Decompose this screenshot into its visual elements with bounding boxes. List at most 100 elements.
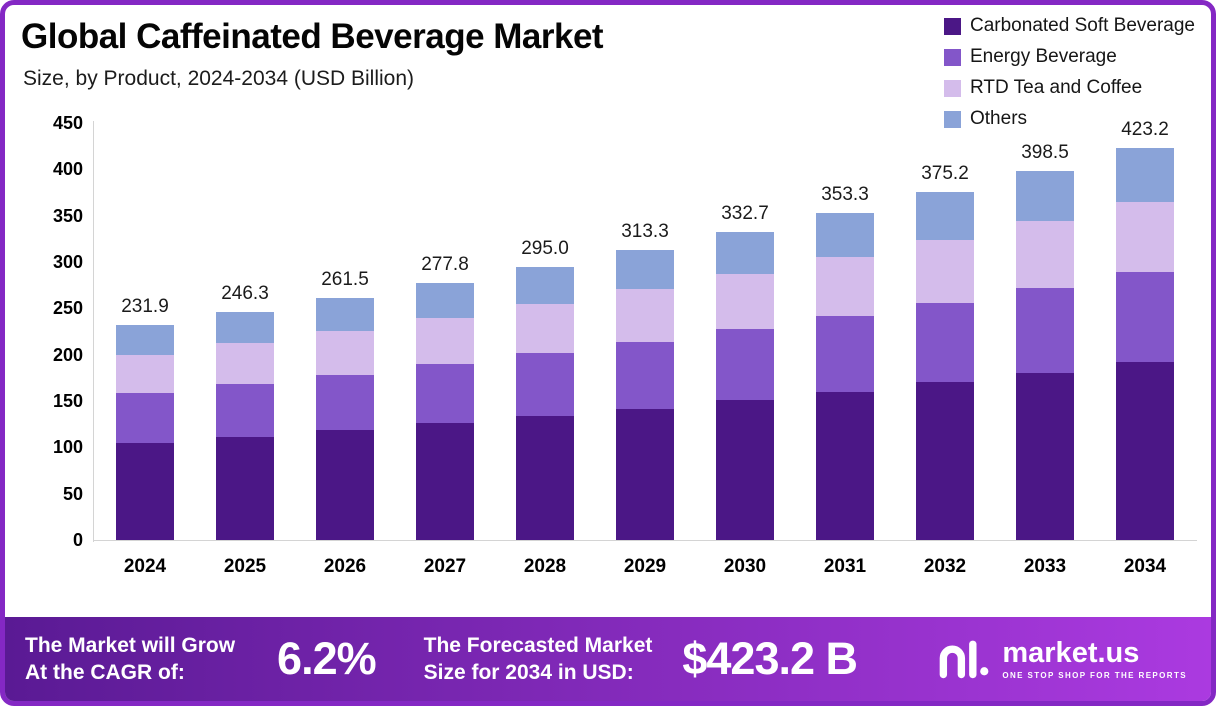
logo-text-block: market.us ONE STOP SHOP FOR THE REPORTS [1002, 636, 1187, 680]
y-tick-label: 100 [52, 437, 83, 458]
bar-segment-carbonated-soft-beverage [316, 430, 374, 540]
bar-total-label: 423.2 [1121, 118, 1169, 140]
bar-segment-others [516, 266, 574, 305]
bar-segment-rtd-tea-and-coffee [216, 343, 274, 385]
forecast-value: $423.2 B [682, 633, 858, 684]
y-tick-label: 50 [62, 483, 83, 504]
bar-segment-others [116, 325, 174, 355]
bar-total-label: 277.8 [421, 253, 469, 275]
bar-segment-energy-beverage [716, 329, 774, 401]
bar-stack [516, 266, 574, 540]
bar-stack [716, 231, 774, 540]
x-tick-label: 2028 [523, 556, 567, 577]
y-tick-label: 400 [52, 159, 83, 180]
bar-segment-others [916, 192, 974, 240]
y-axis-line [93, 121, 94, 542]
bar-stack [216, 311, 274, 540]
marketus-logo: market.us ONE STOP SHOP FOR THE REPORTS [936, 637, 1191, 681]
chart-subtitle: Size, by Product, 2024-2034 (USD Billion… [23, 67, 415, 90]
logo-tagline: ONE STOP SHOP FOR THE REPORTS [1002, 670, 1187, 680]
bar-segment-energy-beverage [1116, 272, 1174, 363]
bar-segment-carbonated-soft-beverage [1116, 362, 1174, 540]
forecast-label-line: Size for 2034 in USD: [423, 661, 634, 684]
legend-label: Carbonated Soft Beverage [970, 15, 1195, 36]
bar-total-label: 313.3 [621, 220, 669, 242]
bar-segment-rtd-tea-and-coffee [716, 273, 774, 330]
bar-total-label: 398.5 [1021, 141, 1069, 163]
x-tick-label: 2025 [223, 556, 267, 577]
x-tick-label: 2032 [923, 556, 967, 577]
cagr-label: The Market will Grow At the CAGR of: [25, 632, 235, 687]
bar-stack [916, 192, 974, 540]
bar-total-label: 375.2 [921, 163, 969, 185]
x-axis-line [93, 540, 1197, 541]
x-tick-label: 2024 [123, 556, 167, 577]
bar-segment-carbonated-soft-beverage [616, 408, 674, 540]
forecast-label: The Forecasted Market Size for 2034 in U… [424, 632, 653, 687]
legend-item: Others [944, 108, 1195, 130]
legend-item: Energy Beverage [944, 46, 1195, 68]
bar-segment-others [716, 231, 774, 274]
bar-segment-rtd-tea-and-coffee [416, 317, 474, 365]
bar-segment-carbonated-soft-beverage [116, 442, 174, 540]
bar-segment-carbonated-soft-beverage [816, 391, 874, 540]
bar-stack [816, 212, 874, 540]
bar-group-2030: 332.7 2030 [695, 123, 795, 577]
bar-total-label: 332.7 [721, 202, 769, 224]
chart-section: Global Caffeinated Beverage Market Size,… [5, 5, 1211, 617]
bar-stack [1016, 170, 1074, 540]
bar-stack [316, 297, 374, 540]
legend-item: RTD Tea and Coffee [944, 77, 1195, 99]
legend-swatch [944, 48, 961, 66]
bar-segment-energy-beverage [816, 316, 874, 392]
legend: Carbonated Soft Beverage Energy Beverage R… [944, 15, 1195, 130]
bar-group-2033: 398.5 2033 [995, 123, 1095, 577]
bar-segment-others [1116, 147, 1174, 202]
x-tick-label: 2034 [1123, 556, 1167, 577]
bar-segment-energy-beverage [516, 353, 574, 417]
y-tick-label: 350 [52, 205, 83, 226]
bar-segment-rtd-tea-and-coffee [816, 257, 874, 317]
bar-segment-energy-beverage [316, 374, 374, 431]
bar-segment-carbonated-soft-beverage [516, 416, 574, 540]
bar-segment-others [216, 311, 274, 344]
legend-label: RTD Tea and Coffee [970, 77, 1143, 98]
bar-group-2026: 261.5 2026 [295, 123, 395, 577]
bar-segment-carbonated-soft-beverage [916, 382, 974, 540]
bar-segment-carbonated-soft-beverage [716, 400, 774, 540]
footer-banner: The Market will Grow At the CAGR of: 6.2… [5, 617, 1211, 701]
cagr-label-line: The Market will Grow [25, 633, 236, 657]
cagr-value: 6.2% [277, 633, 377, 684]
bar-segment-carbonated-soft-beverage [1016, 372, 1074, 540]
legend-item: Carbonated Soft Beverage [944, 15, 1195, 37]
y-tick-label: 200 [52, 344, 83, 365]
bar-segment-rtd-tea-and-coffee [516, 304, 574, 354]
bar-group-2028: 295.0 2028 [495, 123, 595, 577]
y-tick-label: 150 [52, 391, 83, 411]
bar-segment-rtd-tea-and-coffee [316, 330, 374, 375]
legend-swatch [944, 17, 961, 35]
cagr-label-line: At the CAGR of: [25, 661, 185, 684]
bar-plot: 231.9 2024 246.3 2025 261.5 2026 277.8 2027 295.… [95, 119, 1195, 577]
y-axis: 0 50 100 150 200 250 300 350 400 450 [19, 113, 83, 550]
x-tick-label: 2033 [1023, 556, 1067, 577]
bar-segment-energy-beverage [216, 384, 274, 437]
legend-label: Others [970, 108, 1028, 129]
bar-total-label: 295.0 [521, 237, 569, 259]
y-tick-label: 0 [72, 530, 83, 550]
y-tick-label: 250 [52, 298, 83, 319]
legend-swatch [944, 79, 961, 97]
logo-name: market.us [1002, 636, 1140, 669]
x-tick-label: 2029 [623, 556, 667, 577]
x-tick-label: 2026 [323, 556, 367, 577]
y-tick-label: 450 [52, 113, 83, 133]
bar-segment-others [616, 249, 674, 290]
legend-swatch [944, 110, 961, 128]
bar-segment-others [416, 282, 474, 318]
bar-group-2025: 246.3 2025 [195, 123, 295, 577]
bar-group-2034: 423.2 2034 [1095, 119, 1195, 577]
chart-title: Global Caffeinated Beverage Market [21, 17, 604, 56]
bar-segment-carbonated-soft-beverage [216, 436, 274, 540]
bar-total-label: 246.3 [221, 282, 269, 304]
bar-group-2031: 353.3 2031 [795, 123, 895, 577]
